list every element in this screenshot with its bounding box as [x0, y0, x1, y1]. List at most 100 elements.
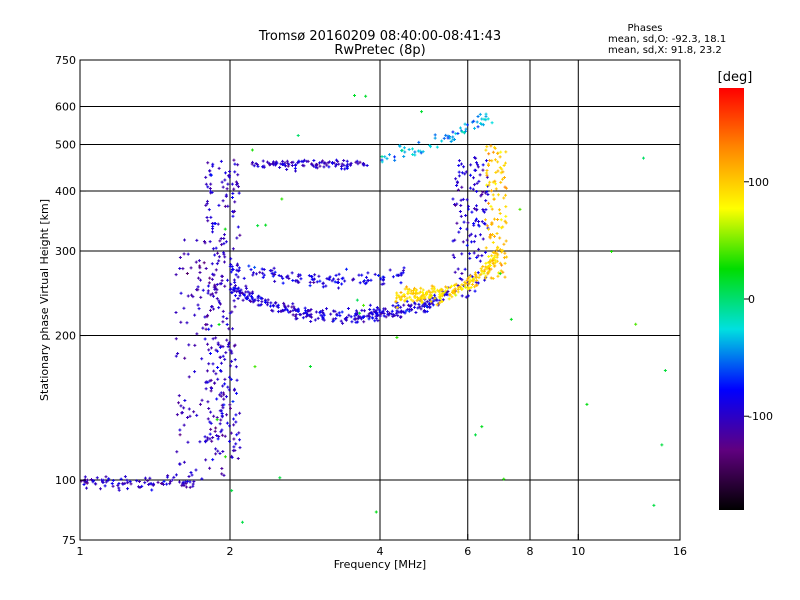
echo-point: [358, 160, 362, 164]
echo-point: [221, 320, 225, 324]
echo-point: [407, 147, 411, 151]
echo-point: [479, 272, 483, 276]
echo-point: [420, 300, 424, 304]
echo-point: [331, 317, 335, 321]
echo-point: [198, 271, 202, 275]
echo-point: [212, 273, 216, 277]
echo-point: [340, 282, 344, 286]
y-tick-label: 750: [55, 54, 76, 67]
echo-point: [433, 290, 437, 294]
echo-point: [486, 117, 490, 121]
echo-point: [484, 274, 488, 278]
echo-point: [208, 276, 212, 280]
echo-point: [223, 434, 227, 438]
echo-point: [294, 313, 298, 317]
echo-point: [186, 440, 190, 444]
echo-point: [488, 261, 492, 265]
echo-point: [224, 240, 228, 244]
echo-point: [228, 348, 232, 352]
echo-point: [209, 305, 213, 309]
echo-point: [217, 255, 221, 259]
echo-point: [206, 342, 210, 346]
echo-point: [251, 273, 255, 277]
echo-point: [428, 293, 432, 297]
echo-point: [94, 482, 98, 486]
echo-point: [463, 267, 467, 271]
echo-point: [489, 189, 493, 193]
echo-point: [217, 299, 221, 303]
echo-point: [301, 316, 305, 320]
echo-point: [409, 289, 413, 293]
echo-point: [298, 273, 302, 277]
echo-point: [335, 313, 339, 317]
echo-point: [459, 226, 463, 230]
echo-point: [486, 272, 490, 276]
echo-point: [420, 294, 424, 298]
echo-point: [190, 473, 194, 477]
echo-point: [107, 477, 111, 481]
echo-point: [495, 255, 499, 259]
echo-point: [228, 264, 232, 268]
echo-point: [207, 327, 211, 331]
echo-point: [211, 294, 215, 298]
echo-point: [182, 483, 186, 487]
echo-point: [174, 354, 178, 358]
echo-point: [273, 270, 277, 274]
echo-point: [213, 283, 217, 287]
echo-point: [297, 160, 301, 164]
echo-point: [201, 288, 205, 292]
echo-point: [469, 240, 473, 244]
echo-point: [234, 442, 238, 446]
echo-point: [321, 285, 325, 289]
echo-point: [365, 163, 369, 167]
echo-point: [104, 475, 108, 479]
echo-point: [98, 487, 102, 491]
echo-point: [204, 182, 208, 186]
echo-point: [465, 238, 469, 242]
echo-point: [452, 284, 456, 288]
echo-point: [634, 322, 638, 326]
echo-point: [493, 259, 497, 263]
y-tick-label: 300: [55, 245, 76, 258]
echo-point: [403, 294, 407, 298]
echo-point: [244, 284, 248, 288]
echo-point: [232, 187, 236, 191]
echo-point: [180, 411, 184, 415]
echo-point: [218, 345, 222, 349]
echo-point: [253, 265, 257, 269]
echo-point: [111, 478, 115, 482]
echo-point: [342, 163, 346, 167]
echo-point: [359, 317, 363, 321]
echo-point: [140, 484, 144, 488]
echo-point: [437, 290, 441, 294]
echo-point: [463, 172, 467, 176]
echo-point: [496, 151, 500, 155]
echo-point: [206, 185, 210, 189]
echo-point: [207, 406, 211, 410]
echo-point: [408, 295, 412, 299]
echo-point: [354, 320, 358, 324]
echo-point: [496, 274, 500, 278]
echo-point: [210, 292, 214, 296]
echo-point: [461, 240, 465, 244]
echo-point: [252, 164, 256, 168]
echo-point: [261, 165, 265, 169]
echo-point: [205, 369, 209, 373]
echo-point: [219, 236, 223, 240]
echo-point: [216, 365, 220, 369]
echo-point: [216, 222, 220, 226]
echo-point: [250, 148, 254, 152]
echo-point: [390, 312, 394, 316]
echo-point: [220, 180, 224, 184]
echo-point: [471, 187, 475, 191]
echo-point: [469, 232, 473, 236]
echo-point: [504, 221, 508, 225]
echo-point: [585, 402, 589, 406]
echo-point: [221, 345, 225, 349]
echo-point: [383, 307, 387, 311]
echo-point: [237, 191, 241, 195]
echo-point: [395, 336, 399, 340]
echo-point: [459, 198, 463, 202]
echo-point: [175, 450, 179, 454]
echo-point: [229, 257, 233, 261]
